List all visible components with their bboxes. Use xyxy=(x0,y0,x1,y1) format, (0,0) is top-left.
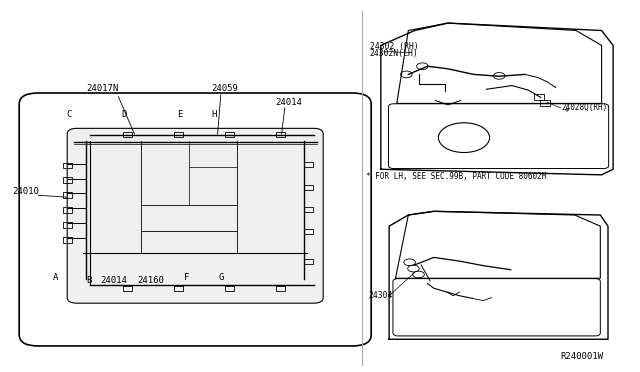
Bar xyxy=(174,132,183,137)
Bar xyxy=(225,286,234,291)
Bar xyxy=(540,100,550,106)
Text: 24028Q(RH): 24028Q(RH) xyxy=(562,103,608,112)
Text: 24017N: 24017N xyxy=(86,84,118,93)
Bar xyxy=(63,237,72,243)
Text: 24014: 24014 xyxy=(275,98,302,107)
Text: H: H xyxy=(211,110,216,119)
Text: *: * xyxy=(564,108,569,116)
Bar xyxy=(304,229,313,234)
Bar xyxy=(276,132,285,137)
Text: 24302N(LH): 24302N(LH) xyxy=(370,49,419,58)
Bar xyxy=(304,259,313,264)
Bar xyxy=(276,286,285,291)
Text: 24302 (RH): 24302 (RH) xyxy=(370,42,419,51)
Text: 24160: 24160 xyxy=(138,276,164,285)
Text: D: D xyxy=(122,110,127,119)
Bar xyxy=(63,207,72,213)
Bar xyxy=(304,162,313,167)
Text: 24010: 24010 xyxy=(13,187,40,196)
Text: 24014: 24014 xyxy=(100,276,127,285)
Text: F: F xyxy=(184,273,189,282)
Bar xyxy=(63,163,72,168)
Bar xyxy=(174,286,183,291)
Bar xyxy=(123,132,132,137)
Bar xyxy=(304,207,313,212)
Text: E: E xyxy=(177,110,182,119)
Text: A: A xyxy=(52,273,58,282)
Bar xyxy=(63,177,72,183)
Bar xyxy=(304,185,313,190)
Bar xyxy=(225,132,234,137)
Text: B: B xyxy=(86,276,92,285)
Text: C: C xyxy=(67,110,72,119)
Bar xyxy=(63,222,72,228)
FancyBboxPatch shape xyxy=(67,128,323,303)
Bar xyxy=(123,286,132,291)
Text: R240001W: R240001W xyxy=(560,352,603,361)
Text: G: G xyxy=(218,273,223,282)
Bar xyxy=(534,94,544,100)
Text: 24304: 24304 xyxy=(369,291,393,300)
Bar xyxy=(63,192,72,198)
Text: * FOR LH, SEE SEC.99B, PART CODE 80602M: * FOR LH, SEE SEC.99B, PART CODE 80602M xyxy=(366,172,547,181)
Text: 24059: 24059 xyxy=(211,84,238,93)
